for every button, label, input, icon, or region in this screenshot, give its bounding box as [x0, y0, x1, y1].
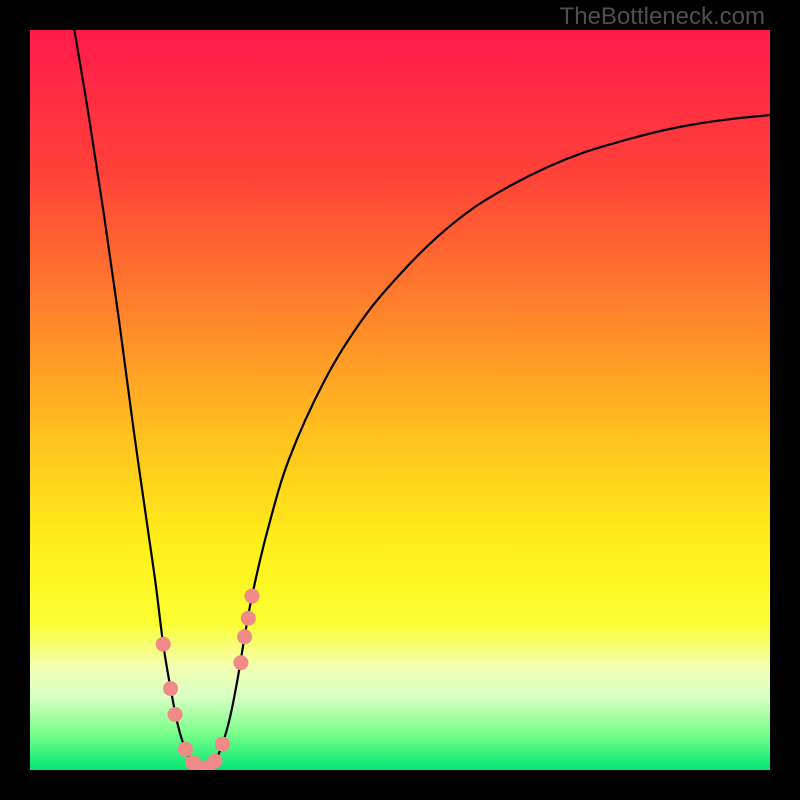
plot-area	[30, 30, 770, 770]
data-marker	[163, 681, 178, 696]
data-marker	[241, 611, 256, 626]
watermark-text: TheBottleneck.com	[560, 3, 765, 31]
data-marker	[237, 629, 252, 644]
data-marker	[245, 589, 260, 604]
marker-group	[156, 589, 260, 770]
curve-right-branch	[204, 115, 770, 768]
data-marker	[168, 707, 183, 722]
curve-layer	[30, 30, 770, 770]
curve-left-branch	[74, 30, 204, 769]
data-marker	[215, 737, 230, 752]
data-marker	[233, 655, 248, 670]
data-marker	[208, 754, 223, 769]
data-marker	[156, 637, 171, 652]
data-marker	[178, 742, 193, 757]
chart-root: TheBottleneck.com	[0, 0, 800, 800]
